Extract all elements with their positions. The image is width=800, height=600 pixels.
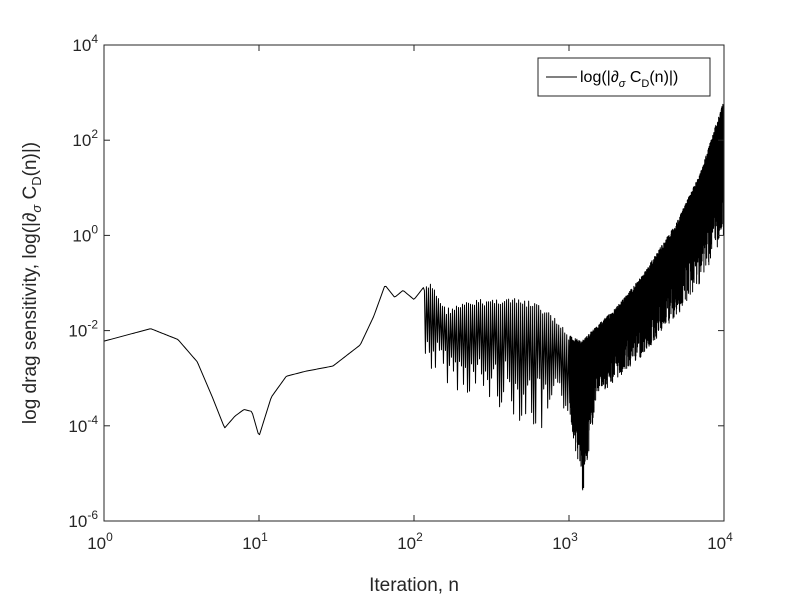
legend: log(|∂σ CD(n)|): [537, 57, 711, 97]
y-tick-label: 100: [72, 222, 98, 245]
x-axis-label: Iteration, n: [369, 575, 459, 596]
y-tick-label: 10-2: [68, 318, 98, 341]
y-tick-label: 10-6: [68, 508, 98, 531]
x-tick-label: 102: [397, 530, 423, 553]
axes-box: [103, 44, 725, 522]
x-tick-label: 103: [552, 530, 578, 553]
y-axis-label: log drag sensitivity, log(|∂σ CD(n)|): [20, 142, 44, 424]
series-layer: [103, 101, 725, 491]
legend-label: log(|∂σ CD(n)|): [580, 69, 678, 90]
y-tick-label: 104: [72, 32, 98, 55]
y-tick-label: 102: [72, 127, 98, 150]
x-tick-label: 101: [242, 530, 268, 553]
ticks-layer: 100 101 102 103 104 10-6 10-4 10-2 100 102 104: [68, 32, 733, 553]
series-line: [103, 101, 725, 491]
y-tick-label: 10-4: [68, 413, 98, 436]
x-tick-label: 104: [707, 530, 733, 553]
x-tick-label: 100: [87, 530, 113, 553]
